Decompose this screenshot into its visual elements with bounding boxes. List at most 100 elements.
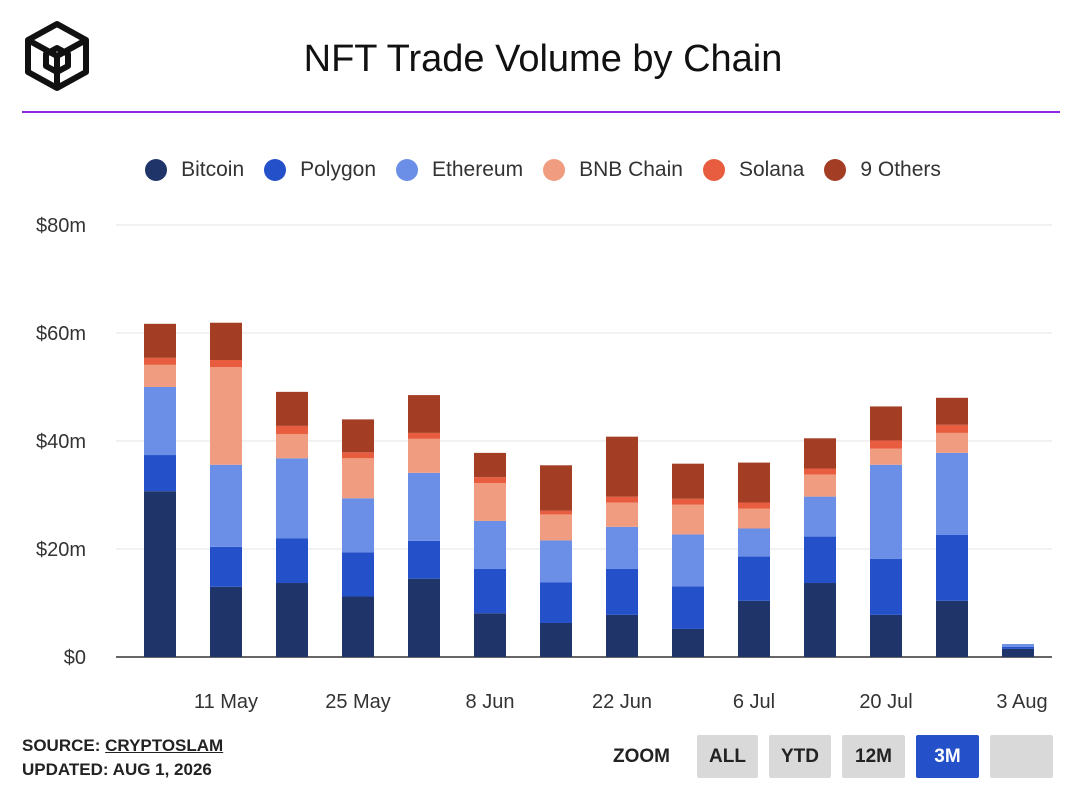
bar-segment-solana[interactable] (936, 424, 968, 433)
bar-segment-bnb-chain[interactable] (276, 433, 308, 459)
bar-segment-ethereum[interactable] (1002, 644, 1034, 647)
bar-segment-bitcoin[interactable] (474, 613, 506, 657)
bar-segment-bitcoin[interactable] (540, 622, 572, 657)
bar-segment-bnb-chain[interactable] (342, 458, 374, 499)
bar-segment-ethereum[interactable] (606, 526, 638, 569)
x-tick-label: 20 Jul (859, 691, 912, 713)
bar-segment-9-others[interactable] (408, 395, 440, 433)
bar-segment-9-others[interactable] (540, 465, 572, 511)
bar-segment-9-others[interactable] (804, 438, 836, 469)
bar-segment-bitcoin[interactable] (408, 578, 440, 657)
bar-segment-9-others[interactable] (870, 406, 902, 441)
bar-segment-bnb-chain[interactable] (936, 432, 968, 453)
bar-segment-polygon[interactable] (408, 540, 440, 579)
legend-label: Ethereum (432, 158, 524, 181)
bar-segment-9-others[interactable] (474, 452, 506, 478)
bar-segment-polygon[interactable] (672, 586, 704, 629)
bar-segment-9-others[interactable] (738, 462, 770, 503)
bar-segment-polygon[interactable] (1002, 646, 1034, 649)
bar-segment-bnb-chain[interactable] (210, 367, 242, 465)
y-tick-label: $40m (36, 431, 86, 453)
cube-logo-icon (25, 21, 89, 91)
zoom-3m-button[interactable]: 3M (916, 735, 979, 778)
bar-segment-bitcoin[interactable] (870, 614, 902, 657)
bar-segment-9-others[interactable] (144, 323, 176, 358)
bar-segment-bnb-chain[interactable] (144, 364, 176, 387)
legend-item-bnb-chain[interactable]: BNB Chain (543, 158, 683, 182)
y-tick-label: $60m (36, 323, 86, 345)
bar-segment-9-others[interactable] (606, 436, 638, 497)
bar-segment-polygon[interactable] (870, 558, 902, 615)
bar-segment-polygon[interactable] (936, 534, 968, 601)
bar-segment-solana[interactable] (144, 357, 176, 365)
bar-segment-ethereum[interactable] (276, 458, 308, 539)
zoom-12m-button[interactable]: 12M (842, 735, 905, 778)
bar-segment-9-others[interactable] (342, 419, 374, 453)
bar-segment-solana[interactable] (474, 477, 506, 484)
bar-segment-solana[interactable] (804, 468, 836, 475)
bar-segment-solana[interactable] (540, 510, 572, 515)
bar-segment-bitcoin[interactable] (342, 596, 374, 657)
bar-segment-polygon[interactable] (276, 538, 308, 584)
bar-segment-ethereum[interactable] (804, 496, 836, 537)
bar-segment-ethereum[interactable] (210, 464, 242, 547)
legend-item-ethereum[interactable]: Ethereum (396, 158, 523, 182)
zoom-all-button[interactable]: ALL (697, 735, 758, 778)
bar-segment-bnb-chain[interactable] (870, 448, 902, 465)
bar-segment-bnb-chain[interactable] (540, 514, 572, 541)
bar-segment-solana[interactable] (606, 496, 638, 503)
bar-segment-bnb-chain[interactable] (606, 502, 638, 527)
bar-segment-bnb-chain[interactable] (738, 508, 770, 529)
bar-segment-solana[interactable] (408, 432, 440, 439)
bar-segment-bitcoin[interactable] (606, 614, 638, 657)
bar-segment-bitcoin[interactable] (936, 600, 968, 657)
bar-segment-ethereum[interactable] (144, 387, 176, 456)
bar-segment-ethereum[interactable] (342, 498, 374, 553)
legend-item-polygon[interactable]: Polygon (264, 158, 376, 182)
bar-segment-polygon[interactable] (540, 582, 572, 623)
bar-segment-bitcoin[interactable] (1002, 648, 1034, 657)
bar-segment-ethereum[interactable] (540, 540, 572, 583)
bar-segment-bitcoin[interactable] (672, 628, 704, 657)
bar-segment-bitcoin[interactable] (804, 583, 836, 657)
bar-segment-polygon[interactable] (804, 536, 836, 584)
bar-segment-solana[interactable] (276, 425, 308, 434)
bar-segment-bnb-chain[interactable] (672, 504, 704, 535)
bar-segment-solana[interactable] (870, 440, 902, 449)
bar-segment-polygon[interactable] (606, 568, 638, 615)
bar-segment-solana[interactable] (672, 498, 704, 505)
zoom-ytd-button[interactable]: YTD (769, 735, 831, 778)
bar-segment-ethereum[interactable] (870, 464, 902, 559)
bar-segment-bitcoin[interactable] (276, 583, 308, 657)
bar-segment-ethereum[interactable] (738, 528, 770, 557)
bar-segment-bnb-chain[interactable] (804, 474, 836, 497)
zoom-blank-button[interactable] (990, 735, 1053, 778)
bar-segment-polygon[interactable] (210, 546, 242, 587)
legend-item-others[interactable]: 9 Others (824, 158, 941, 182)
bar-segment-ethereum[interactable] (408, 472, 440, 541)
bar-segment-polygon[interactable] (144, 455, 176, 492)
bar-segment-ethereum[interactable] (474, 520, 506, 569)
bar-segment-bnb-chain[interactable] (408, 438, 440, 473)
bar-segment-9-others[interactable] (276, 391, 308, 426)
bar-segment-polygon[interactable] (474, 568, 506, 614)
bar-segment-bitcoin[interactable] (144, 491, 176, 657)
bar-segment-9-others[interactable] (210, 322, 242, 360)
bar-segment-bnb-chain[interactable] (474, 483, 506, 521)
bar-segment-bitcoin[interactable] (210, 586, 242, 657)
source-link[interactable]: CRYPTOSLAM (105, 736, 224, 755)
bar-segment-solana[interactable] (342, 452, 374, 459)
bar-segment-ethereum[interactable] (672, 534, 704, 587)
legend-item-solana[interactable]: Solana (702, 158, 804, 182)
legend-item-bitcoin[interactable]: Bitcoin (145, 158, 244, 182)
source-line: SOURCE: CRYPTOSLAM (22, 734, 223, 758)
bar-segment-9-others[interactable] (672, 463, 704, 499)
bar-segment-polygon[interactable] (342, 552, 374, 597)
x-tick-label: 6 Jul (733, 691, 775, 713)
bar-segment-polygon[interactable] (738, 556, 770, 601)
bar-segment-9-others[interactable] (936, 397, 968, 425)
bar-segment-solana[interactable] (210, 360, 242, 368)
bar-segment-bitcoin[interactable] (738, 600, 770, 657)
bar-segment-ethereum[interactable] (936, 452, 968, 535)
bar-segment-solana[interactable] (738, 502, 770, 509)
